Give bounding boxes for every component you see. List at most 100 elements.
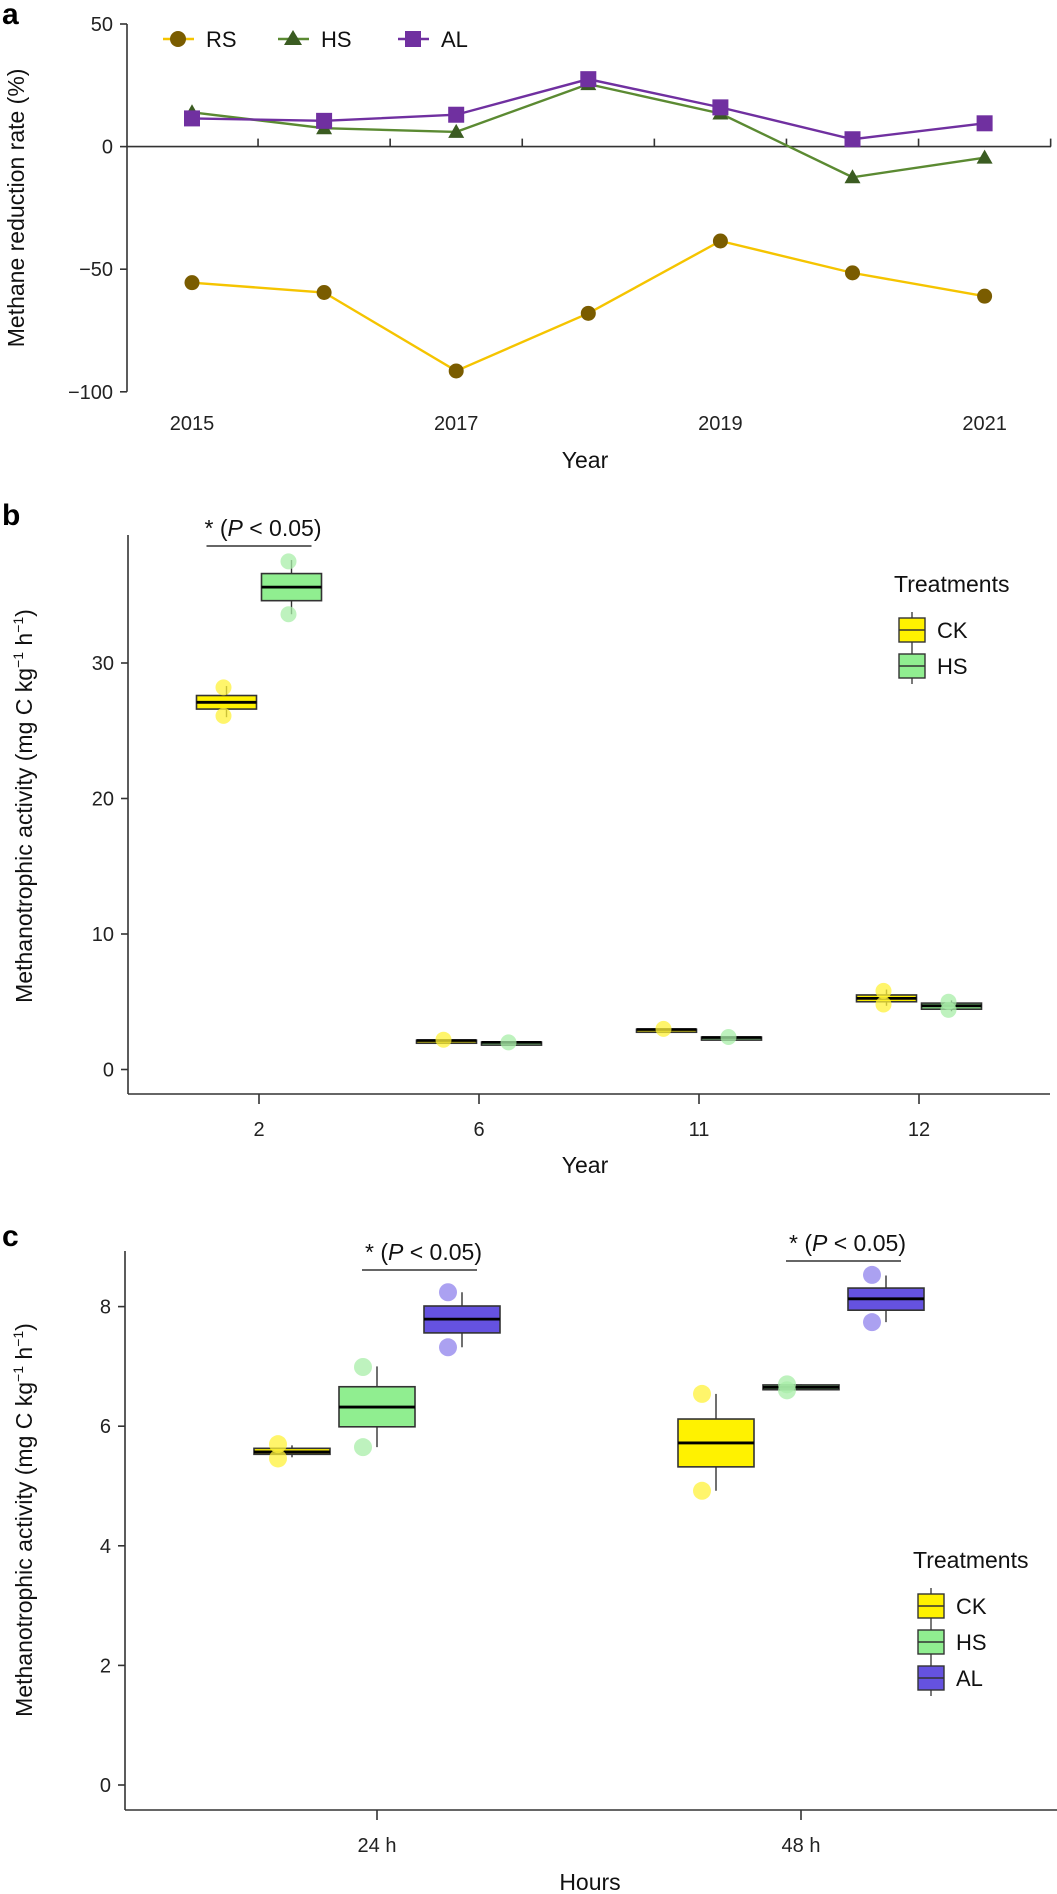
data-point <box>940 1001 957 1018</box>
data-point <box>778 1381 796 1400</box>
data-point-rs <box>448 363 464 379</box>
data-point-al <box>316 112 333 129</box>
y-tick-label: −50 <box>79 259 113 281</box>
legend-label-ck: CK <box>937 618 968 643</box>
data-point-hs <box>448 123 465 138</box>
data-point-rs <box>184 275 200 291</box>
x-tick-label: 2015 <box>170 413 215 435</box>
legend-marker-hs <box>284 30 302 45</box>
box-ck <box>855 982 918 1013</box>
legend-label-hs: HS <box>321 27 352 52</box>
data-point-rs <box>316 284 332 300</box>
y-tick-label: 4 <box>100 1536 111 1558</box>
box-ck <box>635 1020 698 1037</box>
legend-label-al: AL <box>441 27 468 52</box>
y-tick-label: 30 <box>92 653 114 675</box>
y-tick-label: 0 <box>103 1060 114 1082</box>
data-point <box>439 1338 457 1357</box>
x-axis-title: Year <box>562 1152 609 1178</box>
data-point <box>720 1028 737 1045</box>
panel-b-boxplot: 0 10 20 30 2 6 11 12 Year Methanotrophic activity… <box>10 515 1050 1178</box>
y-axis-title: Methane reduction rate (%) <box>3 69 29 348</box>
legend-label-hs: HS <box>937 654 968 679</box>
x-tick-label: 24 h <box>358 1835 397 1857</box>
data-point-rs <box>977 288 993 304</box>
legend: Treatments CK HS <box>894 571 1009 684</box>
y-tick-label: 50 <box>91 14 113 36</box>
legend-label-al: AL <box>956 1666 983 1691</box>
y-tick-label: 0 <box>100 1775 111 1797</box>
legend-title: Treatments <box>913 1547 1028 1573</box>
data-point <box>354 1438 372 1457</box>
box-ck <box>195 679 258 724</box>
data-point <box>215 707 232 724</box>
x-tick-label: 2021 <box>962 413 1007 435</box>
x-tick-label: 2019 <box>698 413 743 435</box>
data-point <box>863 1265 881 1284</box>
data-point <box>693 1481 711 1500</box>
box-al <box>423 1283 501 1357</box>
y-tick-label: 6 <box>100 1416 111 1438</box>
significance-label: * (P < 0.05) <box>365 1239 482 1265</box>
data-point-hs <box>976 149 993 164</box>
panel-c-boxplot: 0 2 4 6 8 24 h 48 h Hours Methanotrophic activit… <box>10 1230 1057 1894</box>
box-ck <box>253 1435 331 1468</box>
data-point <box>693 1384 711 1403</box>
x-tick-label: 12 <box>908 1119 930 1141</box>
box-ck <box>415 1031 478 1048</box>
data-point-rs <box>845 265 860 281</box>
data-point <box>269 1449 287 1468</box>
legend: RS HS AL <box>163 27 468 52</box>
legend-marker-al <box>405 31 421 47</box>
legend-marker-rs <box>170 31 186 47</box>
x-axis-title: Year <box>562 447 609 473</box>
data-point <box>439 1283 457 1302</box>
box-hs <box>920 993 983 1018</box>
y-tick-label: 2 <box>100 1655 111 1677</box>
x-tick-label: 11 <box>689 1119 710 1141</box>
data-point <box>269 1435 287 1454</box>
panel-a-line-chart: 50 0 −50 −100 2015 2017 2019 2021 Year Methane re… <box>3 14 1052 473</box>
x-tick-label: 2 <box>253 1119 264 1141</box>
box-hs <box>260 553 323 623</box>
data-point-al <box>976 115 993 132</box>
data-point <box>500 1034 517 1051</box>
significance-label: * (P < 0.05) <box>789 1230 906 1256</box>
x-tick-label: 48 h <box>782 1835 821 1857</box>
data-point <box>863 1313 881 1332</box>
x-tick-label: 2017 <box>434 413 479 435</box>
box-ck <box>677 1384 755 1500</box>
data-point-al <box>844 131 861 148</box>
data-point <box>280 553 297 570</box>
box-hs <box>700 1028 763 1045</box>
data-point-rs <box>712 233 728 249</box>
series-line-hs <box>191 82 985 179</box>
y-axis-title: Methanotrophic activity (mg C kg−1 h−1) <box>10 609 37 1003</box>
legend-label-ck: CK <box>956 1594 987 1619</box>
panel-label-c: c <box>2 1220 19 1253</box>
data-point <box>280 606 297 623</box>
data-point-rs <box>580 305 596 321</box>
legend-title: Treatments <box>894 571 1009 597</box>
box-hs <box>762 1375 840 1400</box>
data-point-al <box>448 106 465 123</box>
data-point-al <box>712 99 729 116</box>
legend: Treatments CK HS AL <box>913 1547 1028 1696</box>
series-rs <box>184 233 993 379</box>
significance-label: * (P < 0.05) <box>205 515 322 541</box>
legend-label-rs: RS <box>206 27 237 52</box>
y-tick-label: −100 <box>68 382 113 404</box>
legend-label-hs: HS <box>956 1630 987 1655</box>
x-tick-label: 6 <box>473 1119 484 1141</box>
y-axis-title: Methanotrophic activity (mg C kg−1 h−1) <box>10 1323 37 1717</box>
data-point <box>354 1357 372 1376</box>
box-hs <box>480 1034 543 1051</box>
data-point <box>875 982 892 999</box>
data-point-al <box>184 110 200 127</box>
series-al <box>184 71 993 148</box>
data-point <box>875 996 892 1013</box>
series-hs <box>184 76 993 184</box>
data-point <box>215 679 232 696</box>
data-point-hs <box>844 169 861 184</box>
